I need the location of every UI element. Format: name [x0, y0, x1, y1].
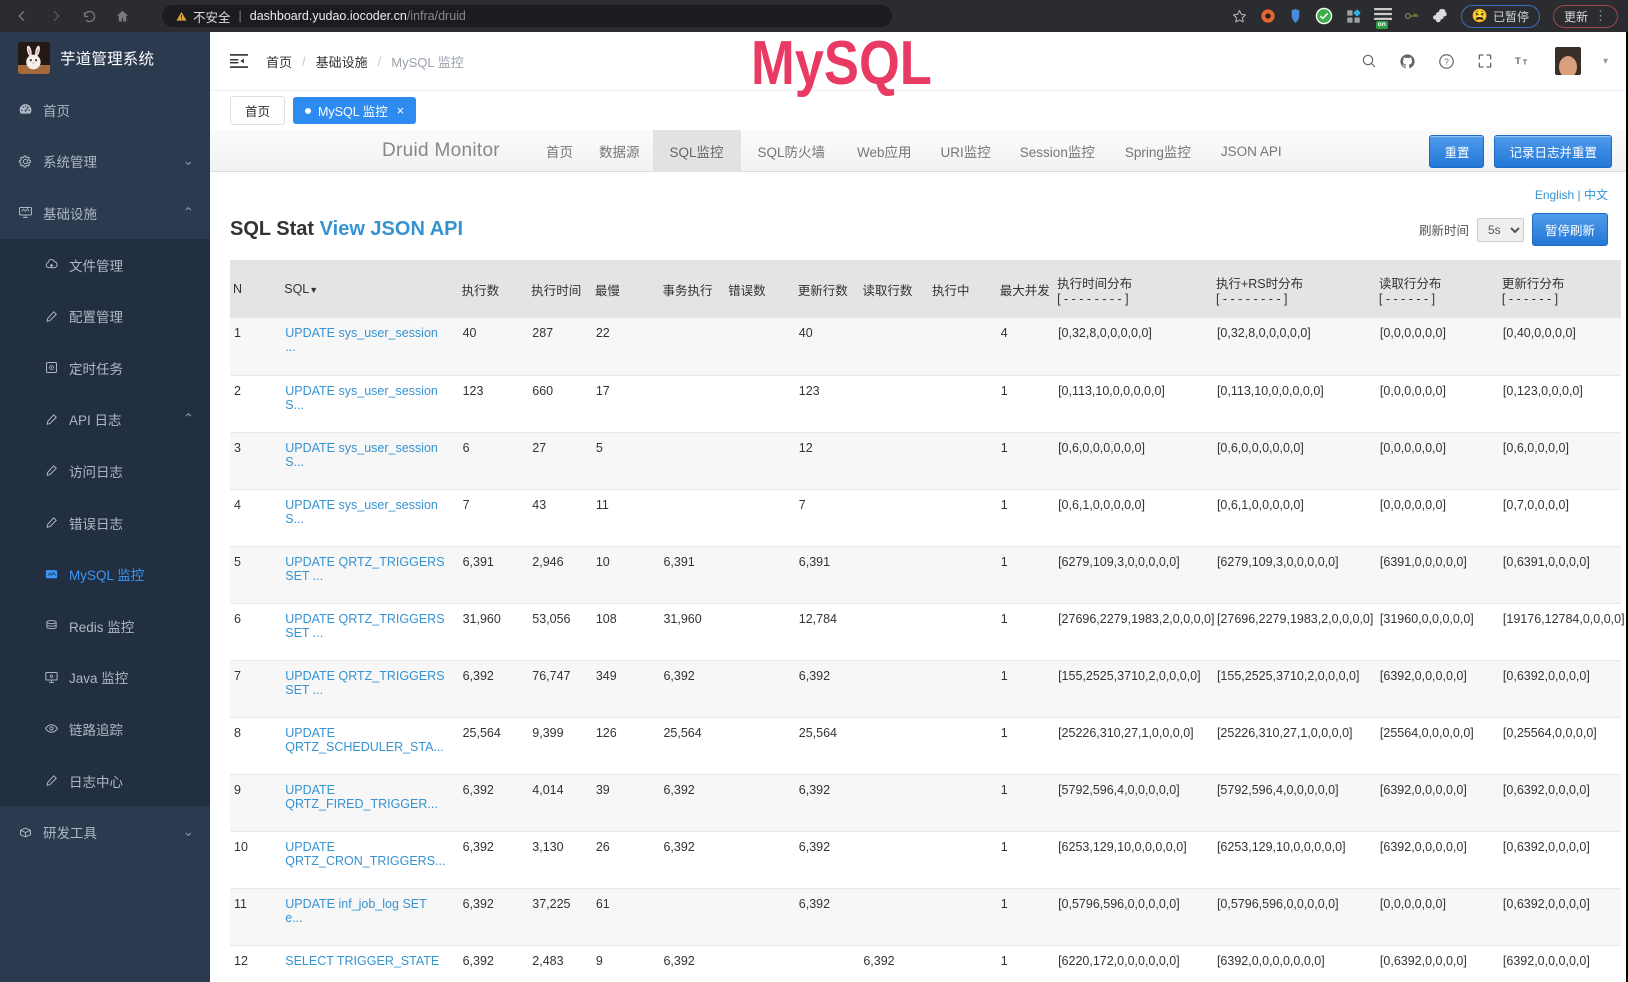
svg-text:T: T	[1515, 56, 1521, 67]
svg-text:T: T	[1523, 58, 1528, 67]
svg-text:?: ?	[1444, 56, 1449, 66]
svg-text:!: !	[181, 15, 183, 21]
